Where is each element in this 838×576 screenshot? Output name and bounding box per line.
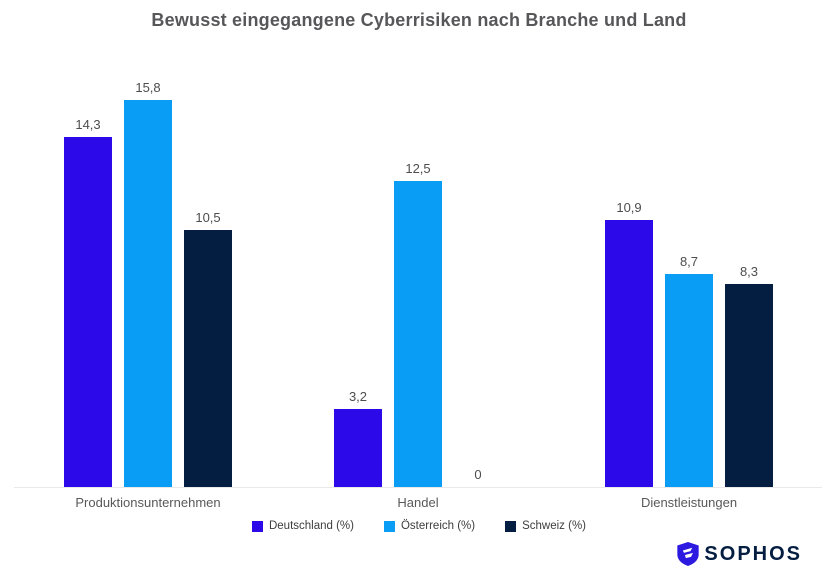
bar-slot: 15,8 (124, 80, 172, 487)
legend-label: Österreich (%) (400, 520, 476, 532)
legend: Deutschland (%) Österreich (%) Schweiz (%) (0, 520, 838, 532)
bar-value-label: 8,3 (739, 264, 759, 279)
sophos-logo: SOPHOS (677, 542, 802, 566)
bar-group: 14,3 15,8 10,5 Produktionsunternehmen (64, 80, 232, 510)
legend-swatch (251, 520, 263, 532)
bar-value-label: 10,9 (616, 200, 642, 215)
sophos-shield-icon (677, 542, 700, 566)
legend-item: Österreich (%) (383, 520, 476, 532)
bar-value-label: 8,7 (679, 254, 699, 269)
category-label: Dienstleistungen (640, 495, 738, 510)
bar (725, 284, 773, 487)
bar (605, 220, 653, 487)
legend-swatch (383, 520, 395, 532)
bar (184, 230, 232, 487)
bar-slot: 12,5 (394, 161, 442, 487)
bar-slot: 3,2 (334, 389, 382, 487)
bar-group-row: 3,2 12,5 0 (334, 161, 502, 487)
bar-value-label: 10,5 (195, 210, 221, 225)
bar-value-label: 0 (474, 467, 482, 482)
bar-slot: 8,3 (725, 264, 773, 487)
legend-label: Schweiz (%) (522, 520, 587, 532)
bar-slot: 8,7 (665, 254, 713, 487)
bar-value-label: 14,3 (75, 117, 101, 132)
category-label: Handel (397, 495, 439, 510)
bar-value-label: 15,8 (135, 80, 161, 95)
bar (124, 100, 172, 487)
category-label: Produktionsunternehmen (75, 495, 221, 510)
legend-item: Deutschland (%) (251, 520, 354, 532)
chart-title: Bewusst eingegangene Cyberrisiken nach B… (151, 10, 687, 30)
legend-item: Schweiz (%) (505, 520, 586, 532)
bar (64, 137, 112, 487)
x-axis-baseline (14, 487, 822, 488)
bar-slot: 14,3 (64, 117, 112, 487)
bar-group-row: 14,3 15,8 10,5 (64, 80, 232, 487)
bar-slot: 10,5 (184, 210, 232, 487)
legend-label: Deutschland (%) (268, 520, 354, 532)
bar (665, 274, 713, 487)
bar-slot: 0 (454, 467, 502, 487)
bar-slot: 10,9 (605, 200, 653, 487)
sophos-wordmark: SOPHOS (704, 542, 802, 565)
legend-swatch (505, 520, 517, 532)
bar-value-label: 3,2 (348, 389, 368, 404)
bar (334, 409, 382, 487)
bar-group: 10,9 8,7 8,3 Dienstleistungen (605, 200, 773, 510)
bar-group: 3,2 12,5 0 Handel (334, 161, 502, 510)
bar-value-label: 12,5 (405, 161, 431, 176)
bar (394, 181, 442, 487)
bar-group-row: 10,9 8,7 8,3 (605, 200, 773, 487)
